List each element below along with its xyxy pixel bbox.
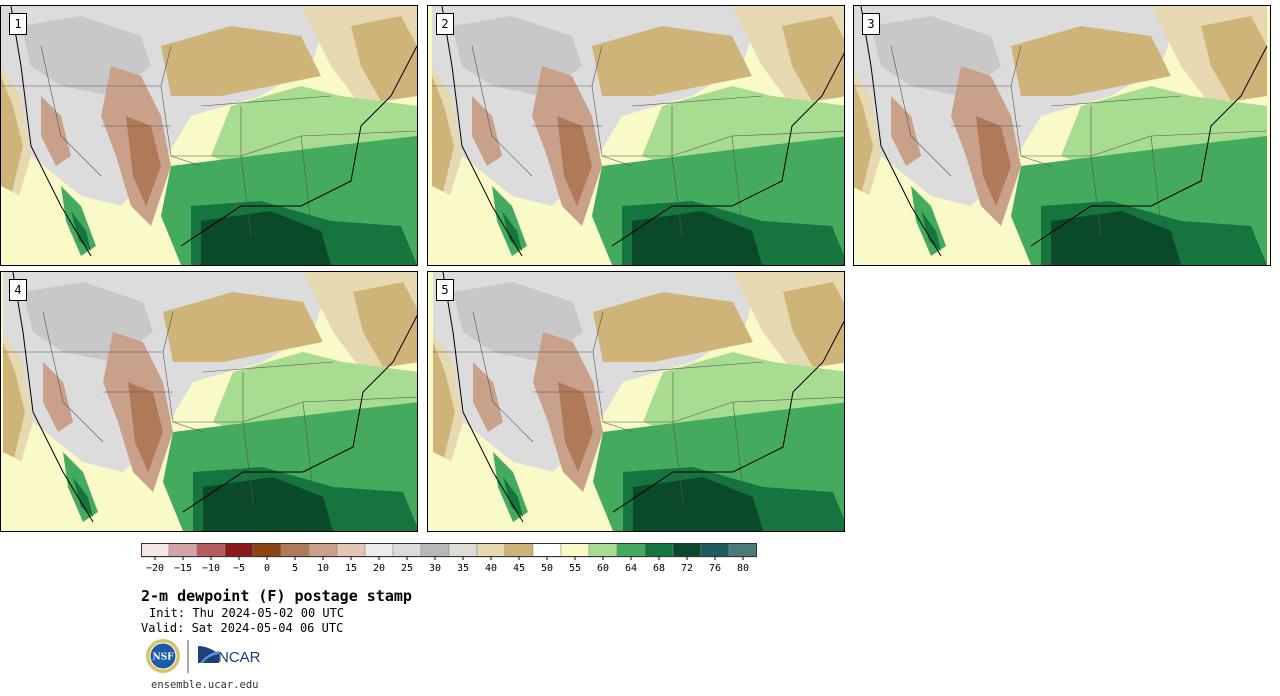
legend-swatch (196, 543, 226, 558)
legend-swatch (308, 543, 338, 558)
ncar-logo-icon: NCAR (198, 646, 261, 666)
legend-tick-label: 60 (597, 563, 609, 573)
legend-tick-label: −20 (146, 563, 164, 573)
logos: NSF NCAR (146, 639, 261, 673)
legend-tick-label: 55 (569, 563, 581, 573)
stamp-panel-1: 1 (0, 5, 418, 266)
init-time: Init: Thu 2024-05-02 00 UTC (149, 606, 345, 620)
legend-tick-label: 76 (709, 563, 721, 573)
legend-swatch (364, 543, 394, 558)
legend-tick-label: 64 (625, 563, 637, 573)
legend-tick-label: 25 (401, 563, 413, 573)
legend-swatch (420, 543, 450, 558)
legend-swatch (252, 543, 282, 558)
legend-tick-label: 50 (541, 563, 553, 573)
panel-number: 4 (9, 279, 27, 301)
legend-swatch (168, 543, 198, 558)
legend-tick-label: 40 (485, 563, 497, 573)
legend-tick-label: 0 (264, 563, 270, 573)
legend-swatch (280, 543, 310, 558)
legend-tick-label: 15 (345, 563, 357, 573)
color-legend: −20 −15 −10 −5 0 5 10 15 20 25 30 35 40 45 50 55 60 64 68 7… (141, 543, 757, 573)
legend-tick-label: 5 (292, 563, 298, 573)
legend-tick-label: 72 (681, 563, 693, 573)
ncar-logo-text: NCAR (218, 649, 261, 666)
legend-swatch (728, 543, 757, 558)
stamp-panel-5: 5 (427, 271, 845, 532)
website-url: ensemble.ucar.edu (151, 679, 259, 691)
legend-tick-label: 68 (653, 563, 665, 573)
legend-swatch (476, 543, 506, 558)
stamp-panel-4: 4 (0, 271, 418, 532)
legend-swatch (588, 543, 618, 558)
legend-tick-label: 80 (737, 563, 749, 573)
stamp-panel-3: 3 (853, 5, 1271, 266)
legend-tick-label: 10 (317, 563, 329, 573)
panel-number: 5 (436, 279, 454, 301)
nsf-logo-icon: NSF (146, 639, 180, 673)
legend-tick-label: −10 (202, 563, 220, 573)
legend-tick-label: −15 (174, 563, 192, 573)
legend-swatch (336, 543, 366, 558)
legend-tick-label: 20 (373, 563, 385, 573)
legend-swatch (392, 543, 422, 558)
legend-tick-label: 45 (513, 563, 525, 573)
legend-swatch (616, 543, 646, 558)
dewpoint-map (433, 272, 844, 531)
nsf-logo-text: NSF (152, 653, 174, 663)
dewpoint-map (3, 272, 417, 531)
legend-tick-label: −5 (233, 563, 245, 573)
legend-swatch (700, 543, 730, 558)
panel-number: 2 (436, 13, 454, 35)
legend-swatch (504, 543, 534, 558)
panel-number: 3 (862, 13, 880, 35)
dewpoint-map (854, 6, 1268, 265)
dewpoint-map (432, 6, 844, 265)
legend-swatch (532, 543, 562, 558)
dewpoint-map (1, 6, 417, 265)
legend-swatch (141, 543, 170, 558)
legend-swatch (448, 543, 478, 558)
legend-swatch (224, 543, 254, 558)
legend-swatch (560, 543, 590, 558)
legend-tick-label: 35 (457, 563, 469, 573)
legend-tick-label: 30 (429, 563, 441, 573)
legend-swatch (644, 543, 674, 558)
stamp-panel-2: 2 (427, 5, 845, 266)
product-title: 2-m dewpoint (F) postage stamp (141, 587, 412, 605)
valid-time: Valid: Sat 2024-05-04 06 UTC (141, 621, 344, 635)
legend-swatch (672, 543, 702, 558)
panel-number: 1 (9, 13, 27, 35)
